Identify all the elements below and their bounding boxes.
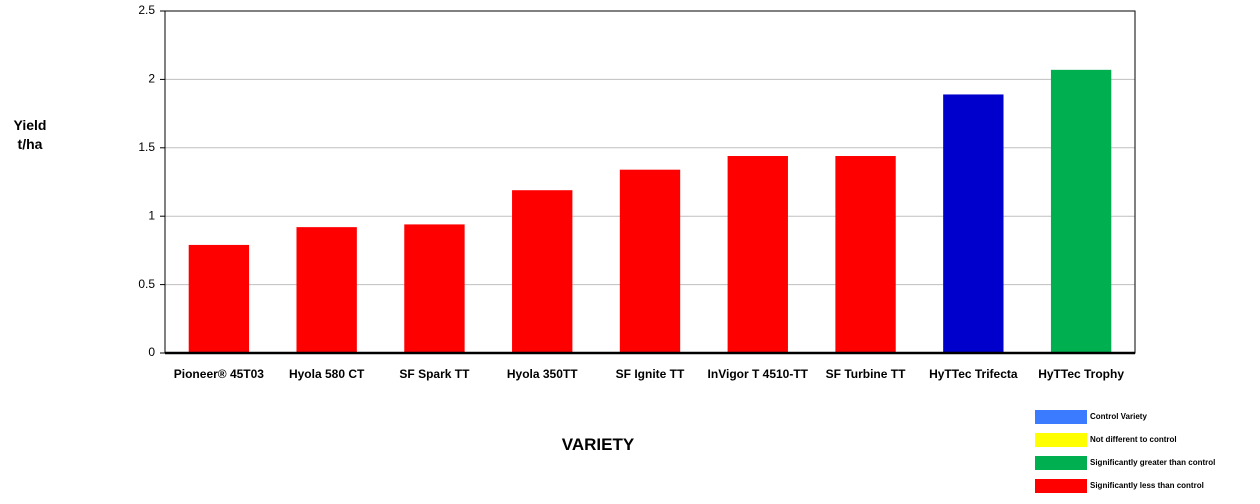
bar <box>1050 69 1112 353</box>
x-tick-label: Pioneer® 45T03 <box>173 367 264 381</box>
x-tick-label: SF Ignite TT <box>615 367 685 381</box>
y-tick-label: 0.5 <box>138 277 155 291</box>
y-tick-label: 0 <box>148 345 155 359</box>
bar <box>943 94 1004 353</box>
bar <box>727 156 788 353</box>
bar <box>835 156 896 353</box>
bar <box>512 190 573 353</box>
legend-swatch <box>1035 456 1087 470</box>
legend-swatch <box>1035 433 1087 447</box>
bar <box>188 244 250 353</box>
y-axis-label: Yield t/ha <box>13 117 47 152</box>
y-tick-label: 1 <box>148 208 155 222</box>
legend-label: Control Variety <box>1090 412 1147 421</box>
x-tick-label: InVigor T 4510-TT <box>707 367 808 381</box>
x-axis-label: VARIETY <box>561 435 635 454</box>
legend-label: Significantly less than control <box>1090 481 1204 490</box>
y-tick-label: 1.5 <box>138 140 155 154</box>
bar <box>296 227 357 353</box>
bar <box>404 224 465 353</box>
x-tick-label: Hyola 580 CT <box>288 367 365 381</box>
x-tick-label: SF Turbine TT <box>825 367 906 381</box>
legend-swatch <box>1035 479 1087 493</box>
y-tick-label: 2 <box>148 72 155 86</box>
x-tick-label: HyTTec Trifecta <box>929 367 1018 381</box>
x-tick-label: HyTTec Trophy <box>1038 367 1124 381</box>
x-tick-label: Hyola 350TT <box>506 367 578 381</box>
legend-label: Not different to control <box>1090 435 1177 444</box>
legend-label: Significantly greater than control <box>1090 458 1216 467</box>
y-tick-label: 2.5 <box>138 3 155 17</box>
x-tick-label: SF Spark TT <box>399 367 470 381</box>
legend-swatch <box>1035 410 1087 424</box>
bar <box>619 169 681 353</box>
